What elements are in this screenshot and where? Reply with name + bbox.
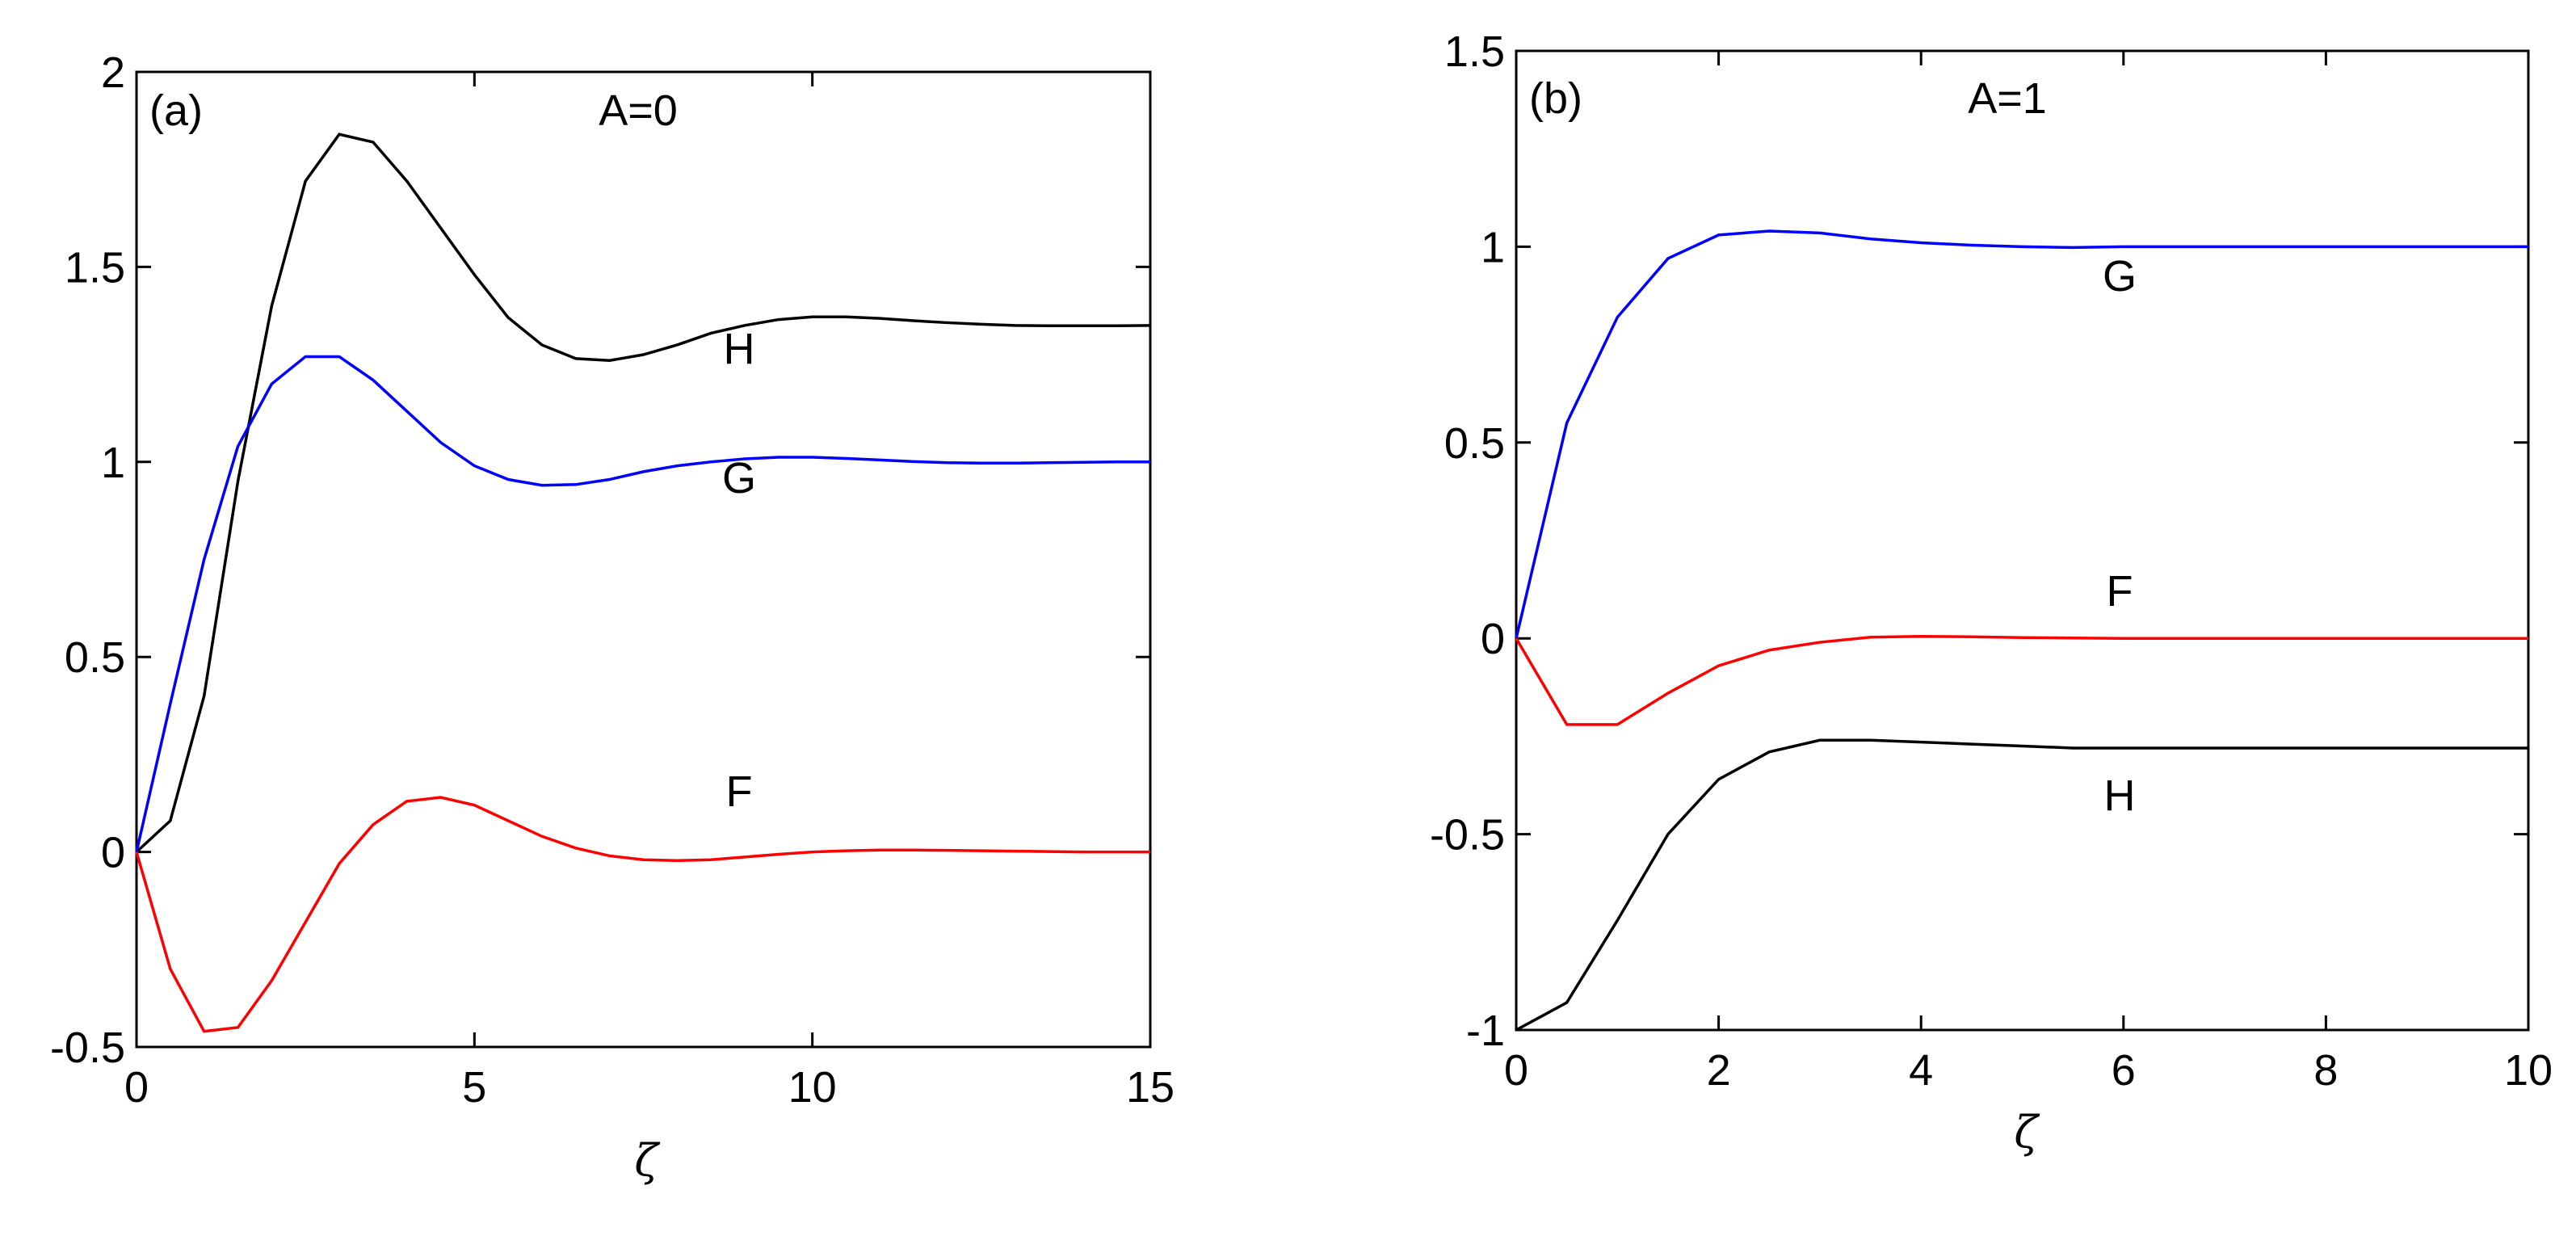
curve-label: G [722,454,756,502]
data-line [135,355,1150,852]
x-tick-label: 2 [1707,1046,1731,1095]
y-tick-label: 0.5 [1444,419,1505,468]
plot-frame [1515,49,2530,1032]
annotation: A=0 [599,86,678,135]
y-tick-label: -1 [1466,1007,1505,1055]
y-tick-label: 1 [1481,223,1505,271]
annotation: A=1 [1968,74,2047,123]
y-tick-label: 2 [101,48,125,97]
y-tick-label: -0.5 [1430,811,1505,860]
x-tick-label: 0 [1504,1046,1528,1095]
y-tick-label: 1.5 [1444,27,1505,76]
curve-label: F [2107,567,2133,616]
y-tick-label: 0 [1481,615,1505,663]
y-tick-label: -0.5 [50,1024,125,1072]
y-tick-label: 0.5 [65,633,125,682]
data-line [1515,635,2528,726]
y-tick-label: 1 [101,439,125,487]
curve-label: F [726,767,753,816]
x-tick-label: 10 [788,1063,837,1112]
panel-label: (a) [149,86,203,135]
x-tick-label: 8 [2313,1046,2338,1095]
data-line [1515,229,2528,639]
x-tick-label: 4 [1909,1046,1933,1095]
x-tick-label: 6 [2112,1046,2136,1095]
curve-label: G [2103,252,2137,301]
x-tick-label: 5 [462,1063,486,1112]
data-line [1515,738,2528,1032]
y-tick-label: 0 [101,829,125,877]
plot-frame [135,70,1152,1049]
data-line [135,796,1150,1033]
data-line [135,132,1151,853]
x-tick-label: 10 [2504,1046,2553,1095]
x-tick-label: 15 [1126,1063,1175,1112]
y-tick-label: 1.5 [65,243,125,292]
x-axis-label: ζ [634,1135,660,1186]
curve-label: H [724,325,755,373]
panel-label: (b) [1529,74,1582,123]
x-tick-label: 0 [124,1063,149,1112]
x-axis-label: ζ [2014,1107,2040,1158]
curve-label: H [2104,771,2136,820]
